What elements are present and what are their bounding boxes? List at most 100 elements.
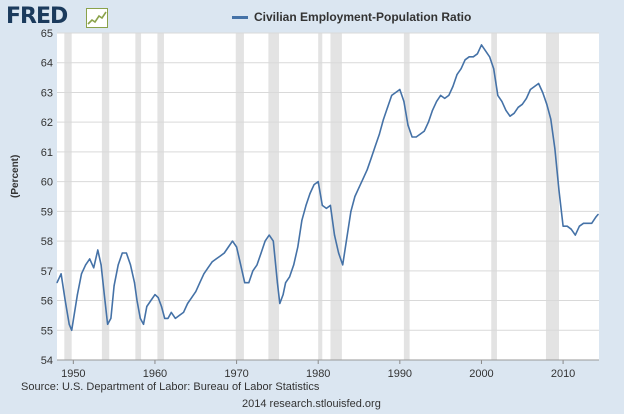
data-point xyxy=(80,273,83,275)
recession-band-2 xyxy=(135,33,142,360)
data-point xyxy=(546,103,548,105)
recession-band-10 xyxy=(545,33,560,360)
data-point xyxy=(223,252,225,254)
data-point xyxy=(382,118,385,120)
data-point xyxy=(403,100,405,102)
data-point xyxy=(60,273,62,275)
data-point xyxy=(199,282,201,284)
data-point xyxy=(150,299,152,302)
data-point xyxy=(309,192,311,195)
data-point xyxy=(505,109,507,111)
data-point xyxy=(501,100,503,102)
data-point xyxy=(472,56,474,58)
data-point xyxy=(235,246,238,248)
data-point xyxy=(191,296,193,299)
data-point xyxy=(219,255,221,257)
data-point xyxy=(84,264,87,266)
data-point xyxy=(113,285,115,287)
x-tick-label: 1980 xyxy=(306,368,330,380)
data-point xyxy=(550,118,552,120)
data-point xyxy=(244,282,246,284)
data-point xyxy=(476,53,478,55)
y-tick-label: 58 xyxy=(41,236,53,248)
data-point xyxy=(362,178,364,180)
data-point xyxy=(521,103,523,105)
data-point xyxy=(293,264,295,266)
data-point xyxy=(386,106,389,108)
data-point xyxy=(89,258,91,260)
data-point xyxy=(582,222,585,224)
data-point xyxy=(301,219,303,221)
data-point xyxy=(154,294,156,296)
data-point xyxy=(391,94,393,97)
data-point xyxy=(411,136,413,138)
data-point xyxy=(71,329,73,331)
data-point xyxy=(537,82,540,85)
data-point xyxy=(203,273,205,275)
data-point xyxy=(435,100,438,102)
data-point xyxy=(133,282,136,284)
data-point xyxy=(542,91,544,94)
data-point xyxy=(468,56,470,58)
data-point xyxy=(419,133,421,135)
data-point xyxy=(509,115,511,117)
data-point xyxy=(517,106,519,108)
x-tick-label: 1990 xyxy=(388,368,412,380)
data-point xyxy=(103,294,105,296)
data-point xyxy=(107,323,109,325)
source-note: Source: U.S. Department of Labor: Bureau… xyxy=(21,381,320,393)
data-point xyxy=(56,282,58,284)
data-point xyxy=(182,311,185,314)
data-point xyxy=(456,74,458,76)
data-point xyxy=(493,68,495,70)
data-point xyxy=(260,252,262,254)
data-point xyxy=(358,186,360,189)
data-point xyxy=(276,282,278,284)
data-point xyxy=(586,222,589,224)
data-point xyxy=(157,296,159,299)
data-point xyxy=(297,246,299,248)
data-point xyxy=(566,225,568,227)
legend-swatch xyxy=(232,15,248,19)
data-point xyxy=(350,210,352,212)
recession-band-7 xyxy=(330,33,342,360)
data-point xyxy=(256,264,258,266)
data-point xyxy=(64,299,66,302)
data-point xyxy=(431,109,434,111)
data-point xyxy=(558,189,560,192)
data-point xyxy=(374,145,376,147)
data-point xyxy=(68,323,70,325)
legend-label: Civilian Employment-Population Ratio xyxy=(254,10,472,24)
data-point xyxy=(142,323,145,325)
data-point xyxy=(252,270,254,272)
data-point xyxy=(289,276,291,278)
data-point xyxy=(513,112,515,114)
recession-band-4 xyxy=(235,33,244,360)
x-tick-label: 1970 xyxy=(224,368,248,380)
data-point xyxy=(136,299,138,302)
data-point xyxy=(342,264,344,266)
data-point xyxy=(187,302,189,305)
data-point xyxy=(354,195,356,198)
data-point xyxy=(167,317,169,319)
data-point xyxy=(76,294,79,296)
data-point xyxy=(121,252,123,254)
data-point xyxy=(325,207,327,209)
fred-logo: FRED xyxy=(6,4,68,29)
data-point xyxy=(497,94,499,97)
data-point xyxy=(444,97,446,99)
data-point xyxy=(338,252,340,254)
data-point xyxy=(282,294,284,296)
data-point xyxy=(146,305,148,308)
data-point xyxy=(139,317,141,319)
data-point xyxy=(333,234,336,236)
data-point xyxy=(231,240,234,242)
y-tick-label: 64 xyxy=(41,58,53,70)
data-point xyxy=(248,282,250,284)
data-point xyxy=(452,85,454,88)
data-point xyxy=(174,317,176,319)
data-point xyxy=(562,225,564,227)
data-point xyxy=(533,85,536,88)
data-point xyxy=(284,282,287,284)
data-point xyxy=(110,317,112,319)
